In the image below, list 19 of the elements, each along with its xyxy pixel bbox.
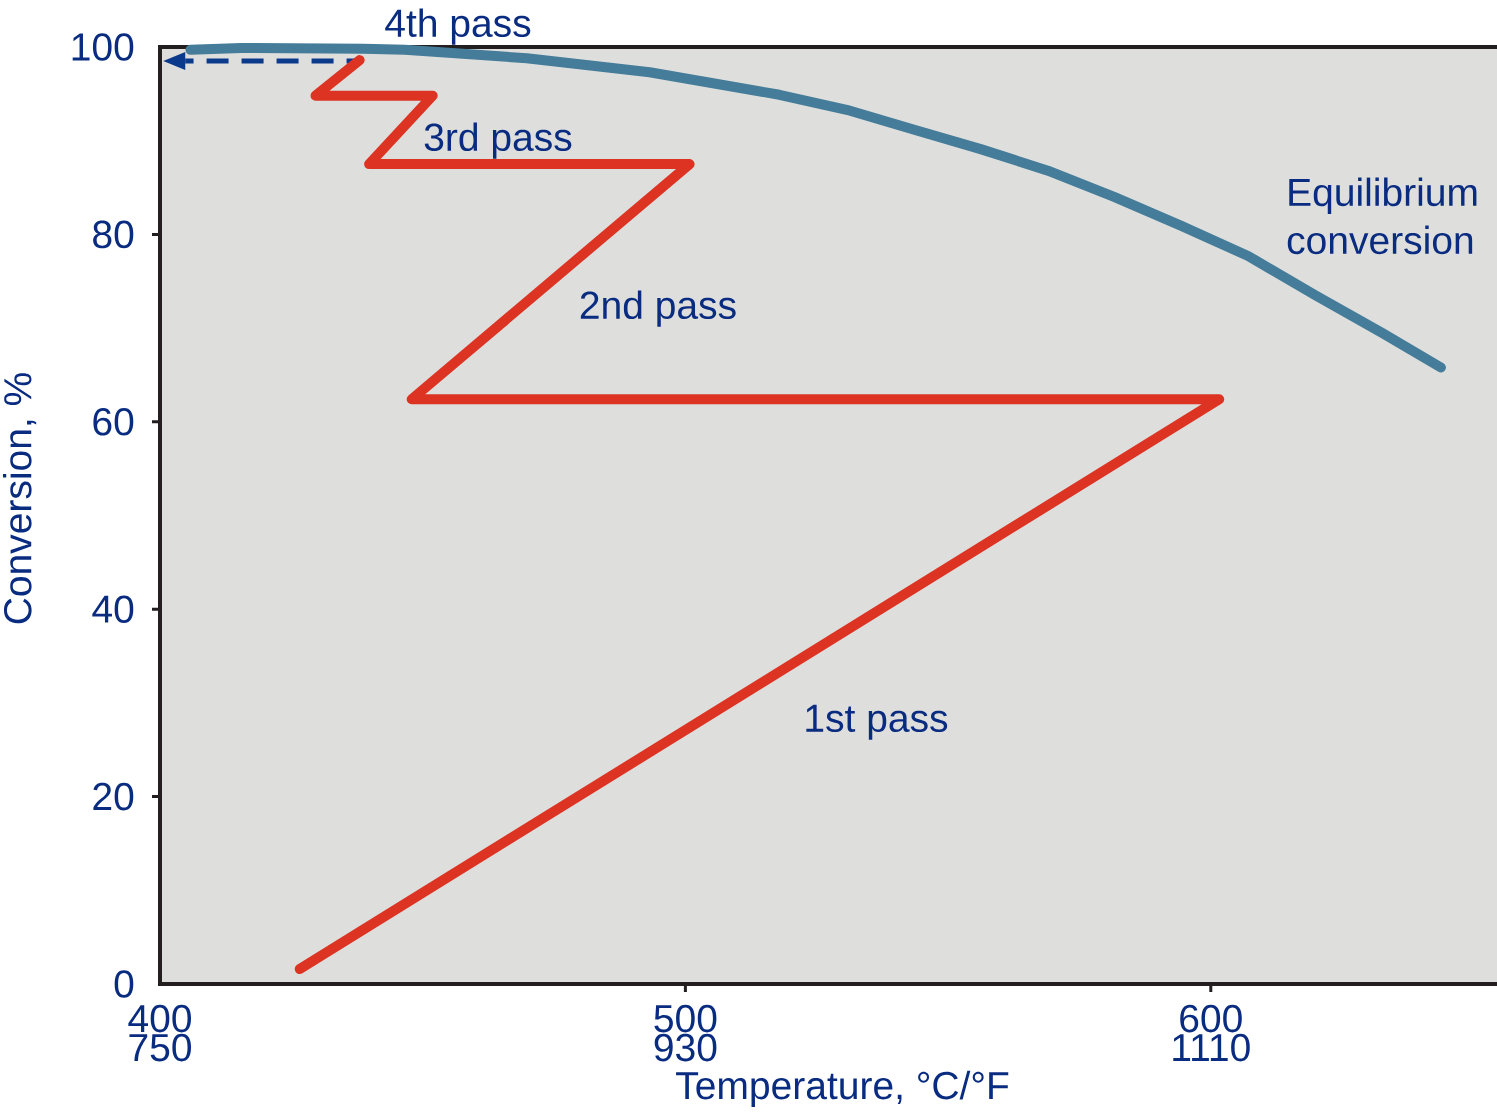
x-axis-title: Temperature, °C/°F xyxy=(676,1070,1009,1108)
annotation: 1st pass xyxy=(806,704,948,740)
x2-tick-label: 930 xyxy=(654,1033,717,1062)
series-label: Equilibrium conversion xyxy=(1287,177,1477,255)
x2-tick-label: 1110 xyxy=(1173,1033,1250,1062)
x-tick-label: 600 xyxy=(1180,1004,1242,1033)
text: 4th pass xyxy=(385,8,531,45)
y-tick-label: 60 xyxy=(93,407,134,436)
y-tick-label: 0 xyxy=(114,970,134,998)
annotation: 2nd pass xyxy=(580,290,736,327)
x-tick-label: 400 xyxy=(128,1004,191,1033)
y-tick-label: 80 xyxy=(93,220,134,249)
x-tick-label: 500 xyxy=(654,1004,717,1033)
annotation: 3rd pass xyxy=(424,122,572,159)
x2-tick-label: 750 xyxy=(129,1033,192,1062)
y-tick-label: 100 xyxy=(72,33,134,61)
y-axis-title: Conversion, % xyxy=(2,373,37,624)
y-tick-label: 40 xyxy=(92,595,134,623)
y-tick-label: 20 xyxy=(93,782,134,811)
